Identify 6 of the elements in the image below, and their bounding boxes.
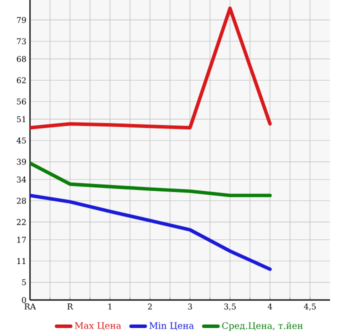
line-series [30, 161, 272, 198]
line-series [30, 194, 272, 271]
line-series [30, 6, 272, 130]
legend-label: Max Цена [74, 322, 122, 330]
legend-label: Сред.Цена, т.йен [222, 322, 303, 331]
legend-label: Min Цена [149, 322, 194, 330]
